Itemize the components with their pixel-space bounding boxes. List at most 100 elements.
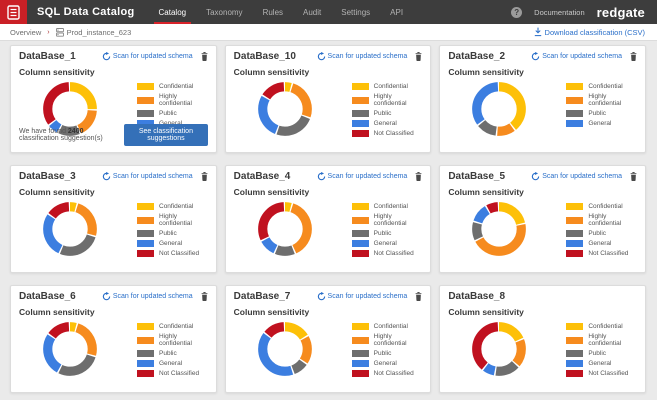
legend-label: Public <box>159 230 177 237</box>
card-title: DataBase_7 <box>233 291 291 302</box>
column-sensitivity-donut-chart <box>257 82 312 136</box>
app-title: SQL Data Catalog <box>37 6 135 18</box>
suggestion-prefix: We have found <box>19 128 68 135</box>
card-header: DataBase_1 Scan for updated schema <box>19 51 208 62</box>
nav-item-audit[interactable]: Audit <box>303 7 322 17</box>
trash-icon <box>630 52 637 61</box>
delete-database-button[interactable] <box>630 172 637 181</box>
card-header: DataBase_8 Scan for updated schema <box>448 291 637 302</box>
column-sensitivity-donut-chart <box>472 322 527 376</box>
legend-item: Public <box>137 350 208 357</box>
nav-item-settings[interactable]: Settings <box>341 7 371 17</box>
legend-item: General <box>351 360 423 367</box>
scan-link-label: Scan for updated schema <box>542 53 622 60</box>
card-actions: Scan for updated schema <box>102 172 208 181</box>
card-grid: DataBase_1 Scan for updated schema <box>0 41 657 393</box>
legend-label: Confidential <box>159 323 194 330</box>
legend-label: Public <box>588 110 607 117</box>
legend-swatch <box>137 250 154 257</box>
nav-item-api[interactable]: API <box>390 7 404 17</box>
nav-item-catalog[interactable]: Catalog <box>149 0 197 24</box>
legend-swatch <box>137 240 154 247</box>
refresh-icon <box>532 52 540 61</box>
legend-label: Confidential <box>588 323 623 330</box>
column-sensitivity-title: Column sensitivity <box>19 67 95 77</box>
help-icon[interactable]: ? <box>511 6 523 18</box>
breadcrumb-current-label: Prod_instance_623 <box>66 27 132 37</box>
legend-swatch <box>566 370 584 377</box>
column-sensitivity-donut-chart <box>472 82 527 136</box>
breadcrumb-root[interactable]: Overview <box>10 27 42 37</box>
scan-for-updated-schema-link[interactable]: Scan for updated schema <box>102 52 193 61</box>
column-sensitivity-title: Column sensitivity <box>233 187 310 197</box>
card-header: DataBase_5 Scan for updated schema <box>448 171 637 182</box>
card-header: DataBase_6 Scan for updated schema <box>19 291 208 302</box>
card-header: DataBase_7 Scan for updated schema <box>234 291 423 302</box>
trash-icon <box>415 292 422 301</box>
database-card: DataBase_4 Scan for updated schema <box>224 165 432 273</box>
delete-database-button[interactable] <box>415 292 422 301</box>
top-navbar: SQL Data Catalog Catalog Taxonomy Rules Aud… <box>0 0 657 24</box>
legend-item: Not Classified <box>137 250 208 257</box>
legend-item: Highly confidential <box>566 93 637 107</box>
legend-swatch <box>566 120 584 127</box>
legend-item: Highly confidential <box>566 333 637 347</box>
scan-for-updated-schema-link[interactable]: Scan for updated schema <box>531 52 622 61</box>
delete-database-button[interactable] <box>415 172 422 181</box>
scan-for-updated-schema-link[interactable]: Scan for updated schema <box>102 172 193 181</box>
delete-database-button[interactable] <box>415 52 422 61</box>
legend-swatch <box>566 336 584 344</box>
legend-item: Public <box>566 350 637 357</box>
legend-label: Highly confidential <box>373 333 407 347</box>
legend-swatch <box>566 250 584 257</box>
chart-row: Confidential Highly confidential Public Gen… <box>448 198 637 260</box>
legend-item: Confidential <box>351 323 423 330</box>
legend-swatch <box>351 360 369 367</box>
column-sensitivity-title: Column sensitivity <box>19 307 95 317</box>
documentation-link[interactable]: Documentation <box>534 7 585 17</box>
delete-database-button[interactable] <box>201 52 208 61</box>
delete-database-button[interactable] <box>201 292 208 301</box>
delete-database-button[interactable] <box>201 172 208 181</box>
legend: Confidential Highly confidential Public Gen… <box>566 203 637 257</box>
column-sensitivity-title: Column sensitivity <box>448 187 524 197</box>
legend-swatch <box>566 216 584 224</box>
legend-swatch <box>351 240 369 247</box>
column-sensitivity-donut-chart <box>472 202 527 256</box>
delete-database-button[interactable] <box>630 52 637 61</box>
column-sensitivity-title: Column sensitivity <box>448 67 524 77</box>
legend-swatch <box>566 83 584 90</box>
scan-link-label: Scan for updated schema <box>327 293 408 300</box>
legend-item: General <box>137 360 208 367</box>
scan-for-updated-schema-link[interactable]: Scan for updated schema <box>531 172 622 181</box>
refresh-icon <box>102 292 111 301</box>
legend-swatch <box>351 230 369 237</box>
legend-item: Confidential <box>137 83 208 90</box>
card-header: DataBase_3 Scan for updated schema <box>19 171 208 182</box>
legend-label: Highly confidential <box>588 333 622 347</box>
legend-label: General <box>588 120 612 127</box>
see-classification-suggestions-button[interactable]: See classification suggestions <box>124 124 208 146</box>
legend-label: Public <box>588 230 607 237</box>
column-sensitivity-title: Column sensitivity <box>233 307 310 317</box>
nav-item-rules[interactable]: Rules <box>262 7 284 17</box>
refresh-icon <box>317 52 325 61</box>
legend-label: General <box>159 240 183 247</box>
legend-label: General <box>588 360 612 367</box>
legend-label: Not Classified <box>373 250 414 257</box>
legend-swatch <box>351 120 369 127</box>
scan-for-updated-schema-link[interactable]: Scan for updated schema <box>317 292 408 301</box>
chart-row: Confidential Highly confidential Public Gen… <box>234 78 423 140</box>
legend-label: Public <box>588 350 607 357</box>
chart-row: Confidential Highly confidential Public Gen… <box>448 78 637 140</box>
download-classification-link[interactable]: Download classification (CSV) <box>534 27 645 37</box>
legend-item: Not Classified <box>137 370 208 377</box>
scan-for-updated-schema-link[interactable]: Scan for updated schema <box>317 172 407 181</box>
legend-item: General <box>566 240 637 247</box>
legend-swatch <box>137 110 154 117</box>
legend-item: Confidential <box>351 83 423 90</box>
legend-swatch <box>351 203 369 210</box>
scan-for-updated-schema-link[interactable]: Scan for updated schema <box>102 292 193 301</box>
scan-for-updated-schema-link[interactable]: Scan for updated schema <box>317 52 407 61</box>
nav-item-taxonomy[interactable]: Taxonomy <box>206 7 243 17</box>
